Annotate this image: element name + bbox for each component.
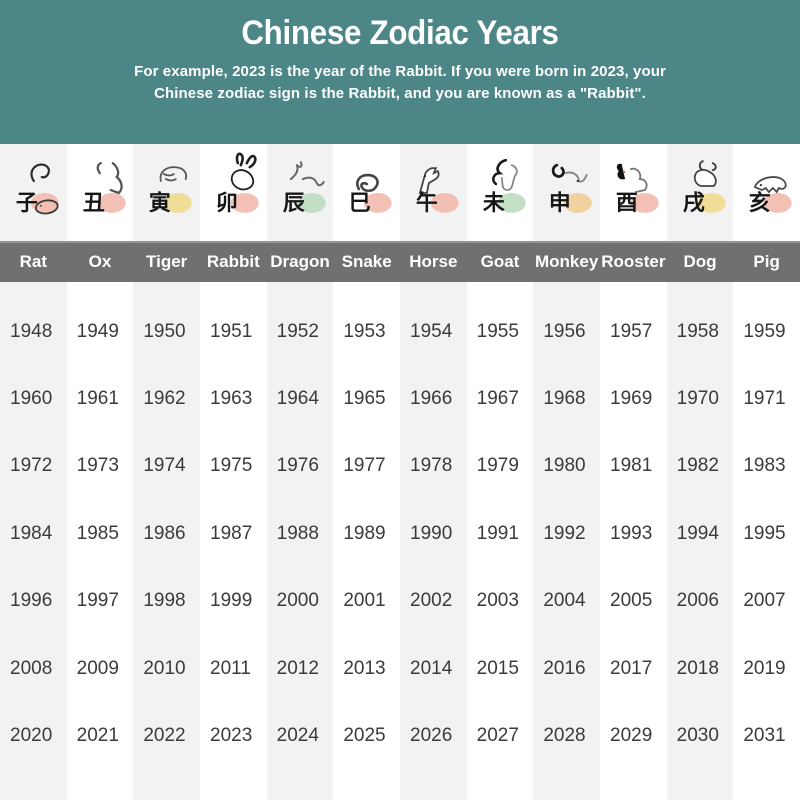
svg-text:戌: 戌	[683, 190, 705, 215]
svg-text:寅: 寅	[149, 190, 171, 215]
svg-text:子: 子	[16, 190, 38, 215]
svg-text:未: 未	[483, 190, 505, 215]
svg-text:卯: 卯	[216, 190, 238, 215]
svg-text:巳: 巳	[349, 190, 371, 215]
svg-text:辰: 辰	[283, 190, 305, 215]
svg-text:丑: 丑	[83, 190, 105, 215]
svg-text:午: 午	[416, 190, 438, 215]
svg-text:酉: 酉	[616, 190, 638, 215]
svg-text:亥: 亥	[749, 190, 771, 215]
svg-text:申: 申	[549, 190, 571, 215]
